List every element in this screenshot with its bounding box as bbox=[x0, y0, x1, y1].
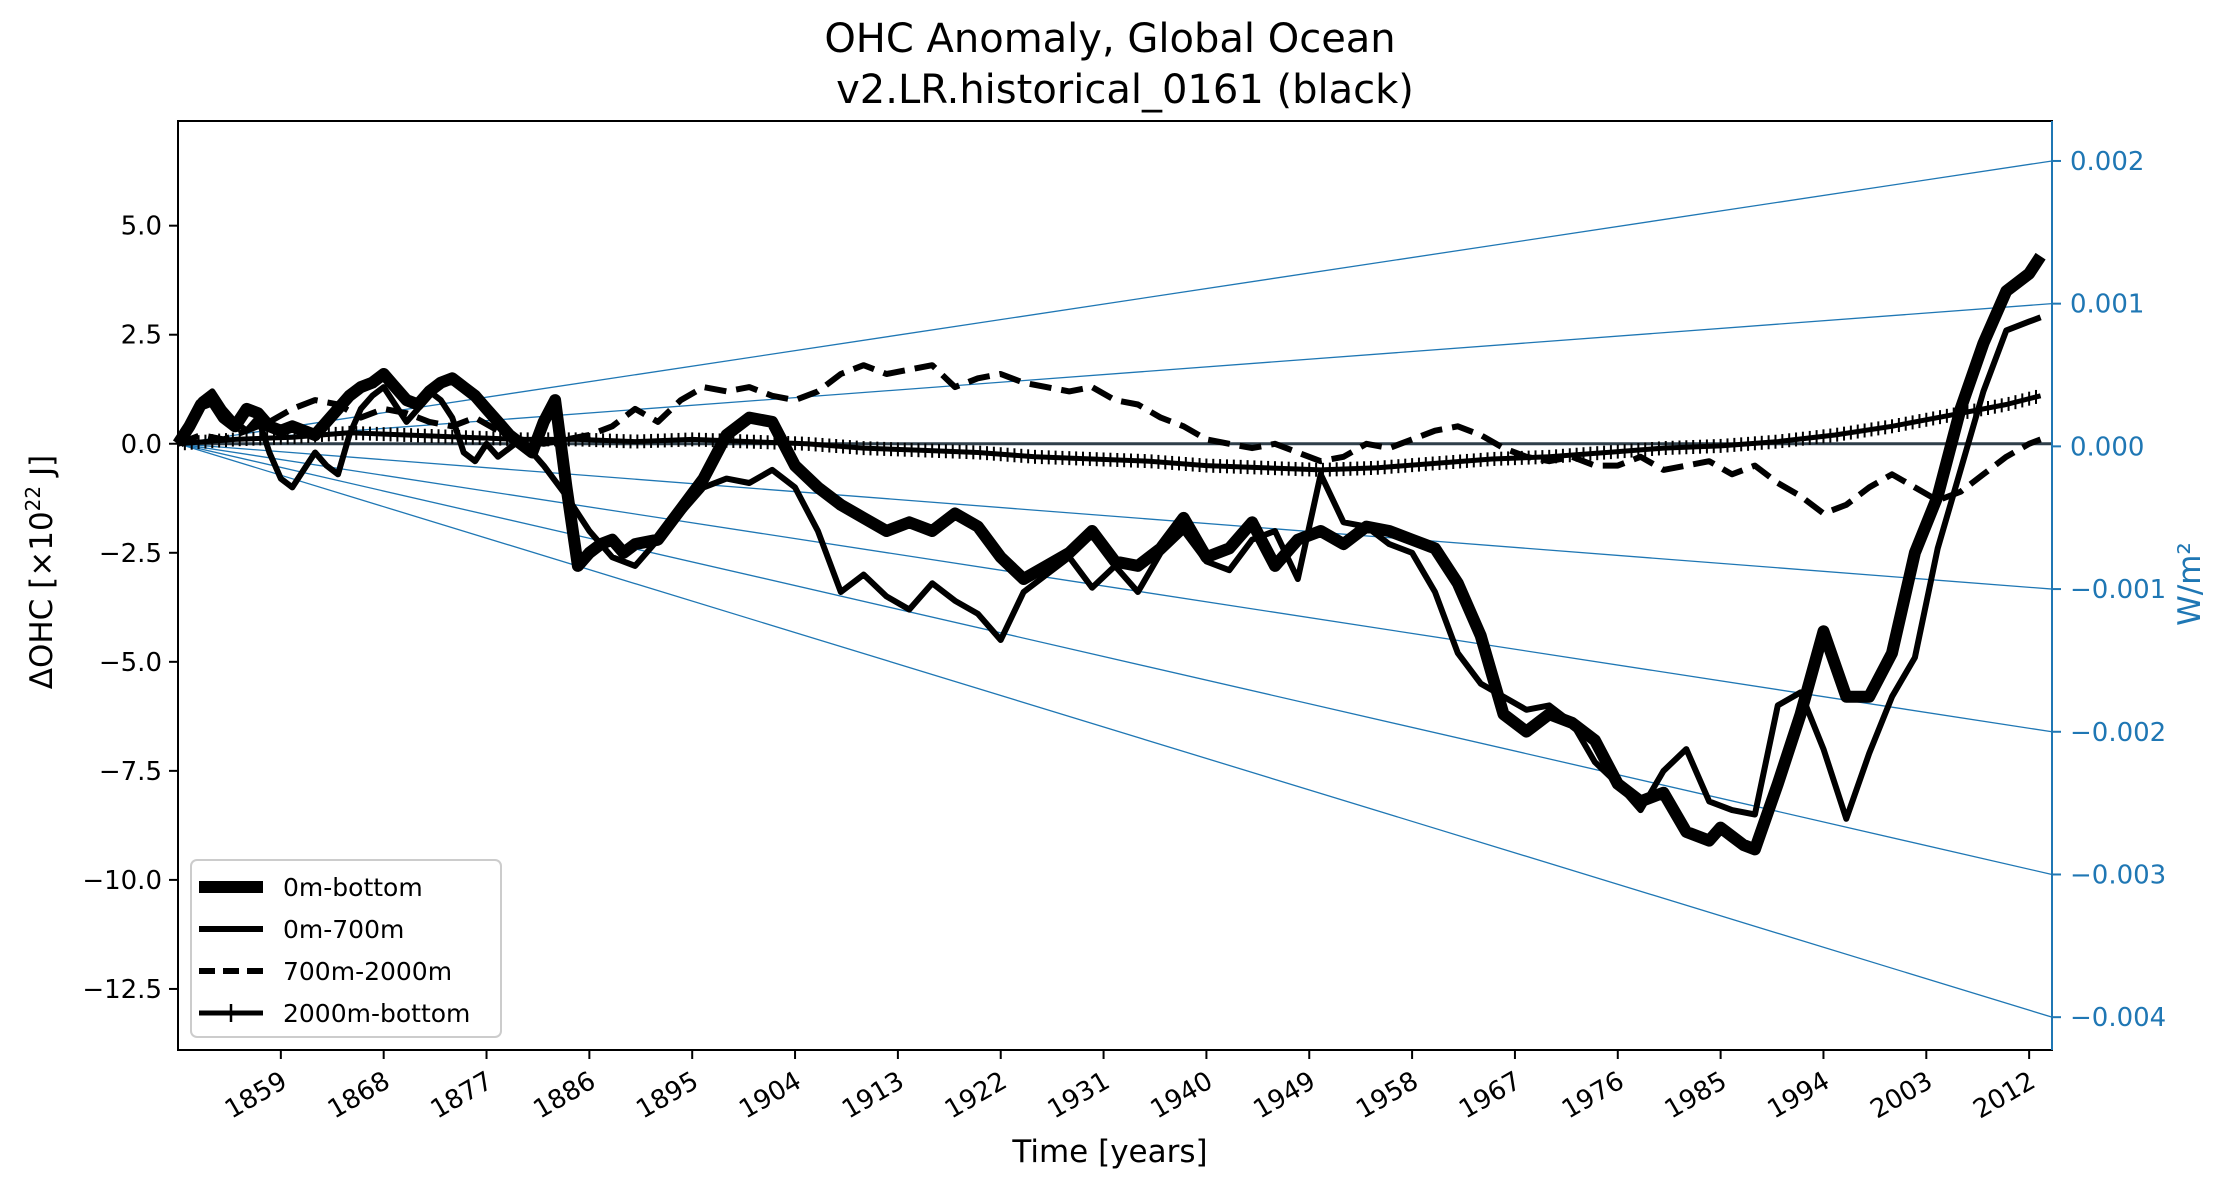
y-axis-label-exponent: 22 bbox=[21, 486, 45, 511]
y-axis-label-unit: J] bbox=[24, 455, 60, 486]
series-line-700m-2000m bbox=[176, 362, 2042, 517]
reference-line bbox=[177, 443, 2053, 733]
y-tick-label: −7.5 bbox=[99, 757, 162, 787]
y2-tick-label: −0.004 bbox=[2070, 1003, 2166, 1033]
y2-tick-label: 0.001 bbox=[2070, 290, 2144, 320]
legend-label-700m-2000m: 700m-2000m bbox=[283, 957, 452, 986]
y-tick-label: −2.5 bbox=[99, 539, 162, 569]
series-line-0m-bottom bbox=[172, 252, 2046, 856]
legend-label-2000m-bottom: 2000m-bottom bbox=[283, 999, 470, 1028]
reference-line bbox=[177, 443, 2053, 1018]
y-axis-label: ΔOHC [×1022 J] bbox=[21, 455, 60, 689]
y-tick-label: 2.5 bbox=[121, 321, 162, 351]
y2-tick-label: −0.001 bbox=[2070, 575, 2166, 605]
y-tick-label: −10.0 bbox=[82, 866, 162, 896]
legend: 0m-bottom 0m-700m 700m-2000m 2000m-bottom bbox=[190, 859, 502, 1038]
y-tick-label: 5.0 bbox=[121, 212, 162, 242]
reference-line bbox=[177, 160, 2053, 445]
series-line-2000m-bottom bbox=[177, 393, 2042, 473]
y-tick-label: −5.0 bbox=[99, 648, 162, 678]
right-axis-label: W/m² bbox=[2172, 542, 2208, 626]
y-axis-ticks: 5.0 2.5 0.0 −2.5 −5.0 −7.5 −10.0 −12.5 bbox=[82, 212, 178, 1005]
y-axis-label-main: ΔOHC [×10 bbox=[24, 511, 60, 689]
y2-tick-label: −0.003 bbox=[2070, 860, 2166, 890]
y2-tick-label: 0.000 bbox=[2070, 432, 2144, 462]
legend-box bbox=[190, 859, 502, 1038]
x-axis-label: Time [years] bbox=[1011, 1134, 1207, 1170]
y2-tick-label: 0.002 bbox=[2070, 147, 2144, 177]
y-tick-label: −12.5 bbox=[82, 975, 162, 1005]
y2-tick-label: −0.002 bbox=[2070, 718, 2166, 748]
chart-subtitle: v2.LR.historical_0161 (black) bbox=[836, 67, 1414, 113]
legend-label-0m-700m: 0m-700m bbox=[283, 915, 404, 944]
chart-title: OHC Anomaly, Global Ocean bbox=[824, 16, 1395, 62]
reference-line bbox=[177, 443, 2053, 876]
right-axis-ticks: 0.002 0.001 0.000 −0.001 −0.002 −0.003 −0.004 bbox=[2051, 121, 2166, 1050]
series-line-0m-700m bbox=[175, 314, 2042, 822]
reference-line bbox=[177, 443, 2053, 590]
legend-label-0m-bottom: 0m-bottom bbox=[283, 873, 423, 902]
y-tick-label: 0.0 bbox=[121, 430, 162, 460]
data-series bbox=[172, 252, 2046, 856]
x-axis-ticks: 1859 1868 1877 1886 1895 1904 1913 1922 1931 1940… bbox=[220, 1050, 2041, 1125]
